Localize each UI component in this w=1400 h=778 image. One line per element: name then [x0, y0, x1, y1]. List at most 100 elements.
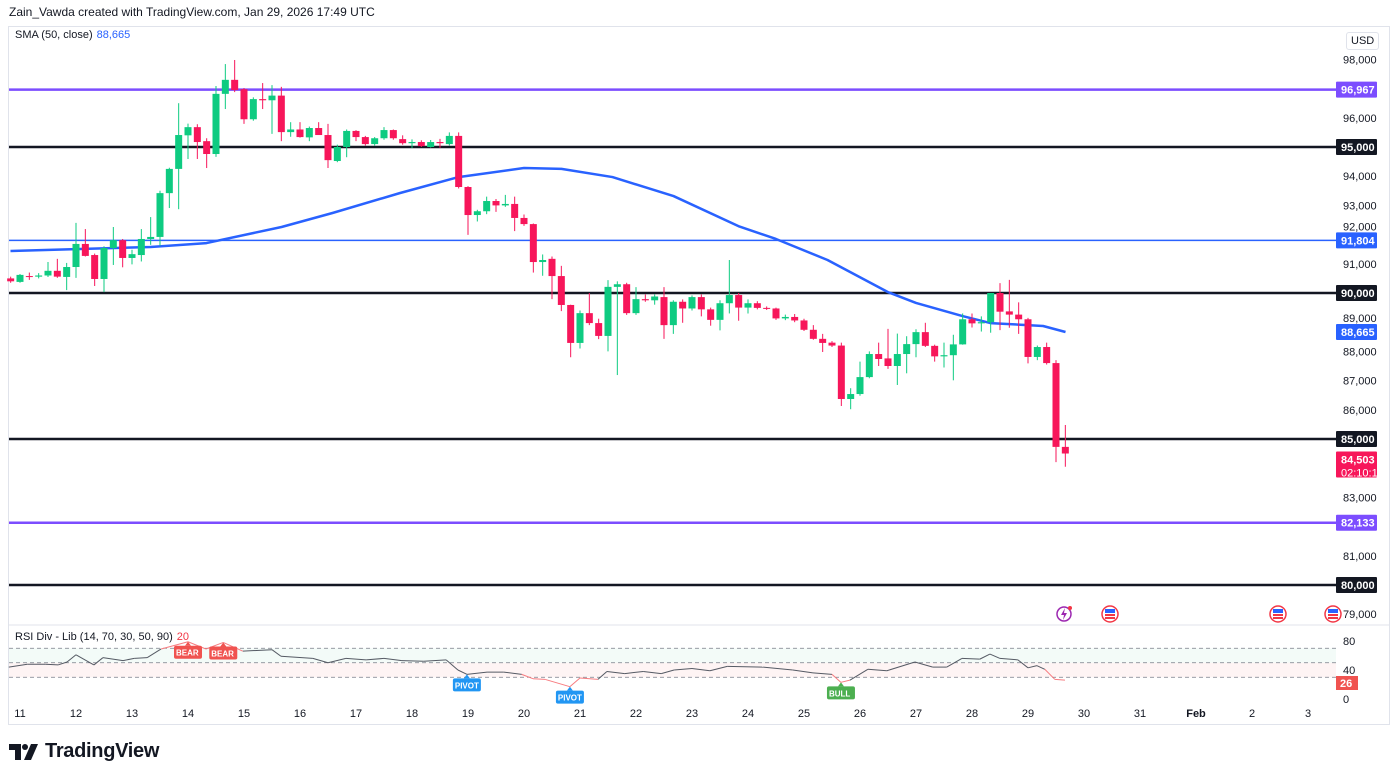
- candle[interactable]: [492, 198, 500, 212]
- candle[interactable]: [837, 342, 845, 407]
- candle[interactable]: [660, 287, 668, 339]
- candle[interactable]: [921, 322, 929, 348]
- candle[interactable]: [725, 260, 733, 314]
- candle[interactable]: [968, 313, 976, 328]
- candle[interactable]: [940, 342, 948, 368]
- candle[interactable]: [1024, 317, 1032, 364]
- candle[interactable]: [669, 300, 677, 334]
- candle[interactable]: [679, 299, 687, 323]
- candle[interactable]: [231, 59, 239, 93]
- candle[interactable]: [25, 272, 33, 280]
- candle[interactable]: [352, 130, 360, 142]
- candle[interactable]: [483, 196, 491, 215]
- us-flag-event-icon[interactable]: [1269, 605, 1287, 623]
- candle[interactable]: [277, 86, 285, 142]
- candle[interactable]: [763, 306, 771, 310]
- candle[interactable]: [1005, 279, 1013, 328]
- candle[interactable]: [1061, 424, 1069, 467]
- candle[interactable]: [249, 97, 257, 121]
- candle[interactable]: [707, 307, 715, 326]
- candle[interactable]: [473, 209, 481, 222]
- us-flag-event-icon[interactable]: [1324, 605, 1342, 623]
- candle[interactable]: [604, 280, 612, 352]
- candle[interactable]: [427, 139, 435, 148]
- candle[interactable]: [109, 227, 117, 265]
- candle[interactable]: [361, 135, 369, 146]
- candle[interactable]: [296, 122, 304, 138]
- candle[interactable]: [856, 361, 864, 396]
- candle[interactable]: [259, 83, 267, 110]
- candle[interactable]: [875, 342, 883, 366]
- sma-legend[interactable]: SMA (50, close) 88,665: [15, 29, 130, 41]
- candle[interactable]: [389, 129, 397, 140]
- candle[interactable]: [931, 344, 939, 362]
- candle[interactable]: [240, 88, 248, 124]
- candle[interactable]: [511, 196, 519, 232]
- candle[interactable]: [585, 293, 593, 326]
- candle[interactable]: [380, 127, 388, 140]
- candle[interactable]: [623, 282, 631, 315]
- candle[interactable]: [72, 222, 80, 278]
- candle[interactable]: [697, 294, 705, 317]
- candle[interactable]: [343, 129, 351, 158]
- candle[interactable]: [53, 258, 61, 278]
- candle[interactable]: [315, 122, 323, 136]
- candle[interactable]: [781, 314, 789, 321]
- candle[interactable]: [119, 238, 127, 268]
- candle[interactable]: [632, 287, 640, 315]
- candle[interactable]: [1033, 345, 1041, 361]
- candle[interactable]: [193, 124, 201, 159]
- candle[interactable]: [716, 300, 724, 331]
- candle[interactable]: [753, 301, 761, 310]
- candle[interactable]: [203, 138, 211, 169]
- candle[interactable]: [800, 318, 808, 331]
- candle[interactable]: [557, 265, 565, 312]
- candle[interactable]: [819, 333, 827, 352]
- candle[interactable]: [641, 294, 649, 302]
- candle[interactable]: [576, 310, 584, 349]
- candle[interactable]: [548, 256, 556, 300]
- candle[interactable]: [305, 126, 313, 142]
- candle[interactable]: [184, 123, 192, 159]
- candle[interactable]: [1052, 360, 1060, 463]
- candle[interactable]: [809, 325, 817, 340]
- candle[interactable]: [1043, 342, 1051, 365]
- candle[interactable]: [417, 140, 425, 147]
- candle[interactable]: [567, 304, 575, 358]
- us-flag-event-icon[interactable]: [1101, 605, 1119, 623]
- tradingview-logo[interactable]: TradingView: [9, 740, 159, 763]
- candle[interactable]: [63, 262, 71, 291]
- candle[interactable]: [81, 229, 89, 257]
- candle[interactable]: [165, 167, 173, 209]
- candle[interactable]: [7, 276, 15, 283]
- candle[interactable]: [268, 85, 276, 134]
- candle[interactable]: [221, 64, 229, 110]
- candle[interactable]: [735, 293, 743, 321]
- lightning-event-icon[interactable]: [1056, 606, 1072, 622]
- candle[interactable]: [436, 138, 444, 148]
- candle[interactable]: [333, 144, 341, 163]
- candle[interactable]: [847, 388, 855, 410]
- candle[interactable]: [464, 186, 472, 235]
- currency-button[interactable]: USD: [1346, 32, 1380, 50]
- candle[interactable]: [772, 307, 780, 320]
- candle[interactable]: [371, 137, 379, 146]
- candle[interactable]: [44, 262, 52, 277]
- candle[interactable]: [987, 293, 995, 333]
- candle[interactable]: [324, 123, 332, 169]
- candle[interactable]: [100, 246, 108, 293]
- candle[interactable]: [445, 132, 453, 146]
- candle[interactable]: [539, 254, 547, 276]
- candle[interactable]: [35, 273, 43, 279]
- candle[interactable]: [287, 122, 295, 137]
- candle[interactable]: [455, 132, 463, 189]
- candle[interactable]: [884, 328, 892, 369]
- candle[interactable]: [865, 351, 873, 379]
- candle[interactable]: [128, 249, 136, 265]
- candle[interactable]: [501, 194, 509, 207]
- candle[interactable]: [828, 341, 836, 348]
- candle[interactable]: [156, 190, 164, 246]
- candle[interactable]: [399, 135, 407, 145]
- candle[interactable]: [903, 336, 911, 374]
